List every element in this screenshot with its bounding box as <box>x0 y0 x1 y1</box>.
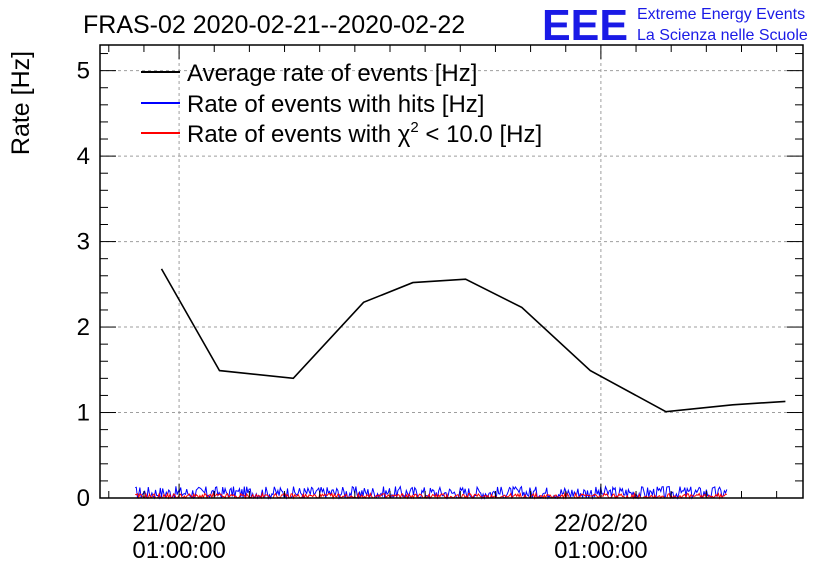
x-tick-label-time: 01:00:00 <box>554 537 647 564</box>
legend-label-average: Average rate of events [Hz] <box>187 60 477 87</box>
legend-label-chi2-tail: < 10.0 [Hz] <box>419 121 542 148</box>
y-axis-label: Rate [Hz] <box>7 51 35 155</box>
legend: Average rate of events [Hz] Rate of even… <box>141 60 542 148</box>
legend-label-hits: Rate of events with hits [Hz] <box>187 91 484 118</box>
legend-label-chi2-sup: 2 <box>410 119 418 136</box>
axis-ticks <box>100 45 803 499</box>
chart-title: FRAS-02 2020-02-21--2020-02-22 <box>83 11 465 39</box>
logo-letters: EEE <box>542 1 628 50</box>
y-tick-label: 0 <box>77 485 90 512</box>
series-average-line <box>160 268 786 413</box>
series-hits <box>135 484 728 500</box>
x-tick-label-date: 22/02/20 <box>554 510 647 537</box>
x-tick-label-time: 01:00:00 <box>132 537 225 564</box>
logo-line-1: Extreme Energy Events <box>637 6 805 23</box>
series-hits-line <box>135 484 728 500</box>
plot-frame <box>99 44 804 499</box>
y-tick-label: 1 <box>77 400 90 427</box>
logo-line-2: La Scienza nelle Scuole <box>637 27 808 44</box>
legend-label-chi2: Rate of events with χ2 < 10.0 [Hz] <box>187 119 542 148</box>
y-tick-label: 2 <box>77 314 90 341</box>
y-tick-label: 5 <box>77 58 90 85</box>
y-tick-labels: 0 1 2 3 4 5 <box>77 58 90 512</box>
eee-logo: EEE Extreme Energy Events La Scienza nel… <box>542 1 808 50</box>
y-tick-label: 3 <box>77 229 90 256</box>
y-tick-label: 4 <box>77 143 90 170</box>
legend-label-chi2-main: Rate of events with χ <box>187 121 411 148</box>
x-tick-label-date: 21/02/20 <box>132 510 225 537</box>
